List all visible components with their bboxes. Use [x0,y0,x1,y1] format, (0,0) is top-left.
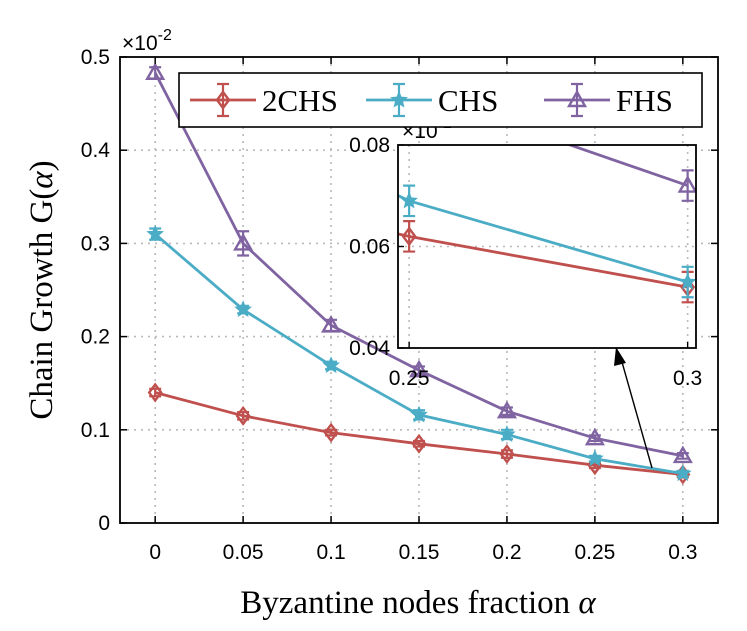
data-point [147,382,163,403]
y-exponent-label: ×10-2 [122,27,172,55]
series-line [154,391,683,476]
x-tick-label: 0.25 [574,541,615,564]
x-axis-title-symbol: α [578,585,596,621]
x-axis-title: Byzantine nodes fraction α [240,585,596,621]
legend-marker [566,89,588,108]
main-tick-labels: 0 0.05 0.1 0.15 0.2 0.25 0.3 0 0.1 0.2 0.3 0.4 0.5 [81,46,718,564]
data-point [586,449,604,467]
x-tick-label: 0 [149,541,161,564]
y-axis-title: Chain Growth G(α) [24,160,60,419]
y-tick-label: 0.3 [81,232,110,255]
y-tick-label: 0.2 [81,326,110,349]
data-point [235,405,251,426]
legend-error-bar [571,82,583,118]
x-tick-label: 0.05 [223,541,264,564]
legend-label: 2CHS [262,83,338,118]
y-axis-title-symbol: α [24,171,60,189]
y-tick-label: 0.4 [81,139,111,162]
data-point [672,445,693,464]
legend-marker [215,90,231,110]
data-point [408,359,430,378]
legend-entry-fhs: FHS [544,82,673,118]
data-point [234,300,252,318]
inset-grid [398,145,696,348]
inset-x-tick-label: 0.25 [389,367,430,390]
data-point [146,224,165,242]
x-tick-label: 0.3 [668,541,697,564]
x-tick-label: 0.15 [399,541,440,564]
data-point [411,433,427,454]
inset-data-point [678,272,696,290]
legend-box [178,72,703,128]
inset-error-bar [403,220,416,253]
x-axis-title-text: Byzantine nodes fraction [240,585,570,621]
data-point [499,444,515,465]
y-axis-title-close: ) [24,160,60,171]
y-exponent-prefix: ×10 [122,32,158,55]
data-point [320,314,342,333]
inset-zoom-plot: 0.250.30.040.060.08 ×10-2 [349,115,702,390]
inset-x-tick-label: 0.3 [673,367,702,390]
inset-data-point [401,226,417,247]
error-bar [413,365,425,375]
inset-series-fhs [566,145,696,202]
legend: 2CHS CHS FHS [178,72,703,128]
y-tick-label: 0.5 [81,46,110,69]
data-point [498,425,516,442]
legend-error-bar [217,82,229,118]
data-point [410,405,428,423]
main-series-layer [145,62,693,485]
legend-entry-2chs: 2CHS [190,82,338,118]
inset-y-tick-label: 0.06 [349,236,390,259]
data-point [145,62,166,81]
inset-y-tick-label: 0.08 [349,134,390,157]
series-chs [146,224,692,482]
inset-series-layer [398,145,696,304]
data-point [584,427,605,446]
data-point [322,356,340,374]
inset-series-clip [398,145,696,304]
data-point [496,400,518,419]
y-axis-title-text: Chain Growth G( [24,189,60,420]
data-point [323,422,339,443]
inset-series-chs [398,184,696,299]
data-point [233,232,254,251]
inset-data-point [677,175,696,193]
inset-y-tick-label: 0.04 [349,337,390,360]
error-bar [500,406,513,416]
inset-data-point [400,191,418,209]
y-tick-label: 0 [98,512,110,535]
series-fhs [145,62,693,464]
x-tick-label: 0.2 [492,541,521,564]
legend-marker [390,90,408,108]
legend-label: CHS [438,83,498,118]
series-2chs [147,382,691,485]
inset-tick-labels: 0.25 0.3 0.04 0.06 0.08 [349,134,702,390]
legend-label: FHS [616,83,673,118]
y-exponent-power: -2 [158,27,172,44]
x-tick-label: 0.1 [316,541,345,564]
legend-entry-chs: CHS [366,82,498,118]
y-tick-label: 0.1 [81,419,110,442]
data-point [673,464,692,482]
zoom-arrow [614,347,653,469]
